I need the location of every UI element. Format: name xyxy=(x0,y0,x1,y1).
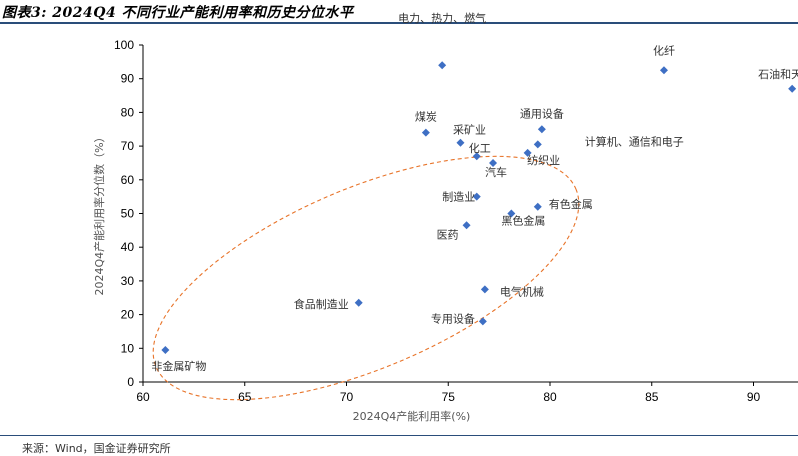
footer-rule xyxy=(0,435,798,436)
y-tick-label: 40 xyxy=(121,240,135,254)
title-rule xyxy=(0,22,798,24)
data-point-marker xyxy=(537,125,546,134)
data-points xyxy=(161,61,797,354)
data-point-label: 有色金属 xyxy=(549,197,593,211)
x-tick-label: 60 xyxy=(136,390,150,404)
y-tick-label: 70 xyxy=(121,139,135,153)
data-point-label: 食品制造业 xyxy=(294,297,349,311)
data-point-label: 采矿业 xyxy=(453,124,486,137)
highlight-ellipse xyxy=(152,155,580,401)
data-point-marker xyxy=(456,138,465,147)
y-tick-label: 50 xyxy=(121,207,135,221)
data-point-marker xyxy=(788,84,797,93)
data-point-label: 制造业 xyxy=(442,190,475,204)
data-point-marker xyxy=(161,345,170,354)
data-point-marker xyxy=(489,158,498,167)
data-point-marker xyxy=(438,61,447,70)
y-tick-label: 80 xyxy=(121,105,135,119)
data-point-marker xyxy=(472,152,481,161)
x-axis-label: 2024Q4产能利用率(%) xyxy=(353,409,471,423)
y-axis-label: 2024Q4产能利用率分位数（%） xyxy=(92,131,106,295)
data-point-label: 专用设备 xyxy=(431,311,475,325)
data-point-label: 医药 xyxy=(437,228,459,241)
data-point-label: 计算机、通信和电子 xyxy=(585,134,684,148)
y-tick-label: 90 xyxy=(121,72,135,86)
y-tick-label: 0 xyxy=(127,375,134,389)
data-point-label: 化工 xyxy=(469,141,491,155)
y-tick-label: 20 xyxy=(121,308,135,322)
data-point-marker xyxy=(507,209,516,218)
data-point-label: 纺织业 xyxy=(527,153,560,167)
data-point-label: 黑色金属 xyxy=(501,214,545,228)
source-note: 来源：Wind，国金证券研究所 xyxy=(22,442,171,455)
y-tick-label: 60 xyxy=(121,173,135,187)
data-point-label: 通用设备 xyxy=(520,106,564,120)
data-point-marker xyxy=(472,192,481,201)
data-point-label: 汽车 xyxy=(485,165,507,179)
highlight-ellipse-layer xyxy=(152,155,580,401)
data-point-marker xyxy=(421,128,430,137)
x-tick-label: 80 xyxy=(543,390,557,404)
x-tick-label: 85 xyxy=(645,390,659,404)
data-point-label: 电力、热力、燃气 xyxy=(398,11,486,25)
y-tick-label: 100 xyxy=(114,38,134,52)
data-point-marker xyxy=(533,202,542,211)
data-point-marker xyxy=(478,317,487,326)
x-tick-label: 75 xyxy=(442,390,456,404)
data-point-label: 非金属矿物 xyxy=(151,359,206,373)
data-point-marker xyxy=(533,140,542,149)
data-point-label: 化纤 xyxy=(653,43,675,57)
y-tick-label: 30 xyxy=(121,274,135,288)
x-tick-label: 65 xyxy=(238,390,252,404)
x-tick-label: 70 xyxy=(340,390,354,404)
figure-title: 图表3: 2024Q4 不同行业产能利用率和历史分位水平 xyxy=(2,5,354,21)
data-point-label: 石油和天 xyxy=(758,67,798,81)
data-point-label: 煤炭 xyxy=(415,111,437,124)
data-point-label: 电气机械 xyxy=(500,284,544,298)
x-tick-label: 90 xyxy=(747,390,761,404)
y-tick-label: 10 xyxy=(121,341,135,355)
data-point-marker xyxy=(354,298,363,307)
chart-axes: 0 10 20 30 40 50 60 70 80 90 100 60 65 70 75 80 85 90 xyxy=(114,38,798,404)
data-point-marker xyxy=(659,66,668,75)
data-point-marker xyxy=(523,148,532,157)
data-point-marker xyxy=(462,221,471,230)
data-point-marker xyxy=(480,285,489,294)
